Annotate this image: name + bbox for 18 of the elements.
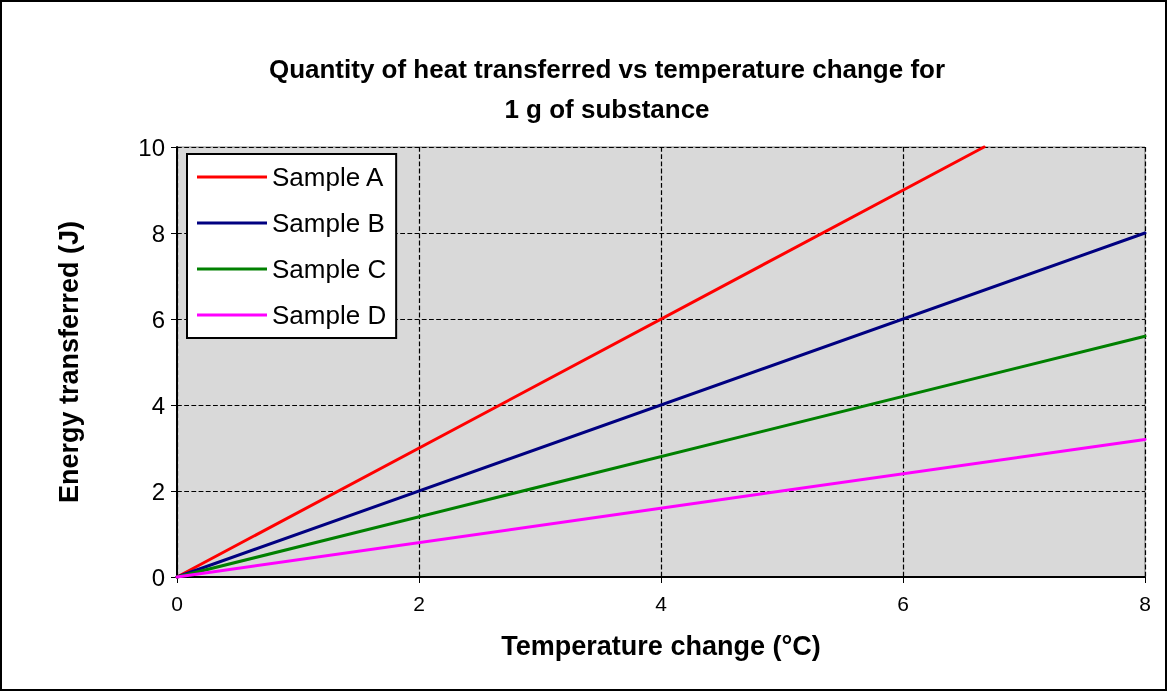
y-tick-label: 2: [151, 477, 165, 505]
legend-label: Sample A: [272, 162, 384, 192]
x-tick-label: 0: [171, 592, 183, 615]
x-tick-label: 6: [897, 592, 909, 615]
y-tick-label: 6: [151, 305, 165, 333]
legend-label: Sample C: [272, 254, 387, 284]
x-tick-label: 2: [413, 592, 425, 615]
x-axis-title: Temperature change (°C): [501, 630, 821, 661]
y-tick-label: 0: [151, 563, 165, 591]
legend-label: Sample D: [272, 300, 387, 330]
x-tick-label: 8: [1139, 592, 1151, 615]
y-tick-label: 4: [151, 391, 165, 419]
chart-title: Quantity of heat transferred vs temperature change for 1 g of substance: [268, 54, 946, 124]
y-tick-label: 10: [138, 133, 165, 161]
y-tick-label: 8: [151, 219, 165, 247]
legend-label: Sample B: [272, 208, 385, 238]
y-axis-title: Energy transferred (J): [53, 220, 84, 504]
x-tick-label: 4: [655, 592, 668, 615]
